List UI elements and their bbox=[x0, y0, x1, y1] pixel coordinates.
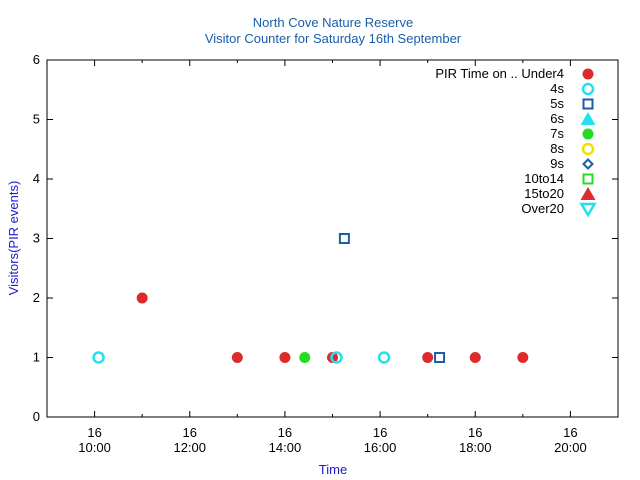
data-point-under4 bbox=[279, 352, 291, 363]
data-point-5s bbox=[338, 233, 350, 244]
data-point-4s bbox=[330, 351, 343, 364]
y-axis-label: Visitors(PIR events) bbox=[6, 181, 21, 296]
legend-label: 7s bbox=[550, 126, 564, 141]
legend-marker bbox=[579, 202, 597, 218]
x-tick-label: 10:00 bbox=[78, 440, 111, 455]
legend-label: Over20 bbox=[521, 201, 564, 216]
x-tick-day: 16 bbox=[468, 425, 482, 440]
legend-marker bbox=[582, 128, 594, 140]
y-tick-label: 3 bbox=[33, 231, 40, 246]
legend-marker bbox=[581, 142, 595, 156]
data-point-7s bbox=[299, 352, 311, 363]
y-tick-label: 4 bbox=[33, 171, 40, 186]
y-tick-label: 1 bbox=[33, 350, 40, 365]
x-tick-label: 18:00 bbox=[459, 440, 492, 455]
legend-marker bbox=[582, 68, 594, 80]
x-axis-label: Time bbox=[319, 462, 347, 477]
y-tick-label: 6 bbox=[33, 52, 40, 67]
legend-marker bbox=[582, 98, 594, 110]
plot-area: 01234561610:001612:001614:001616:001618:… bbox=[33, 52, 619, 455]
legend-label: 5s bbox=[550, 96, 564, 111]
legend-label: 15to20 bbox=[524, 186, 564, 201]
chart-subtitle: Visitor Counter for Saturday 16th Septem… bbox=[205, 31, 462, 46]
x-tick-label: 14:00 bbox=[269, 440, 302, 455]
legend: PIR Time on .. Under44s5s6s7s8s9s10to141… bbox=[435, 66, 597, 218]
x-tick-day: 16 bbox=[183, 425, 197, 440]
x-tick-label: 20:00 bbox=[554, 440, 587, 455]
chart-title: North Cove Nature Reserve bbox=[253, 15, 413, 30]
legend-label: PIR Time on .. Under4 bbox=[435, 66, 564, 81]
legend-marker bbox=[580, 187, 596, 200]
data-point-4s bbox=[377, 351, 391, 364]
x-tick-day: 16 bbox=[563, 425, 577, 440]
data-point-under4 bbox=[469, 352, 481, 363]
data-points bbox=[92, 233, 529, 364]
data-point-under4 bbox=[517, 352, 529, 363]
legend-label: 9s bbox=[550, 156, 564, 171]
legend-marker bbox=[582, 173, 594, 185]
legend-marker bbox=[582, 158, 594, 170]
x-tick-day: 16 bbox=[278, 425, 292, 440]
x-tick-label: 16:00 bbox=[364, 440, 397, 455]
legend-label: 6s bbox=[550, 111, 564, 126]
plot-border bbox=[46, 59, 619, 418]
x-tick-day: 16 bbox=[373, 425, 387, 440]
legend-marker bbox=[580, 112, 596, 125]
x-tick-label: 12:00 bbox=[173, 440, 206, 455]
legend-marker bbox=[581, 82, 595, 96]
x-tick-day: 16 bbox=[87, 425, 101, 440]
data-point-5s bbox=[434, 352, 446, 363]
y-tick-label: 0 bbox=[33, 409, 40, 424]
y-tick-label: 5 bbox=[33, 112, 40, 127]
legend-label: 10to14 bbox=[524, 171, 564, 186]
data-point-under4 bbox=[422, 352, 434, 363]
data-point-under4 bbox=[231, 352, 243, 363]
data-point-under4 bbox=[136, 292, 148, 304]
legend-label: 4s bbox=[550, 81, 564, 96]
y-tick-label: 2 bbox=[33, 290, 40, 305]
legend-label: 8s bbox=[550, 141, 564, 156]
data-point-4s bbox=[92, 351, 105, 364]
